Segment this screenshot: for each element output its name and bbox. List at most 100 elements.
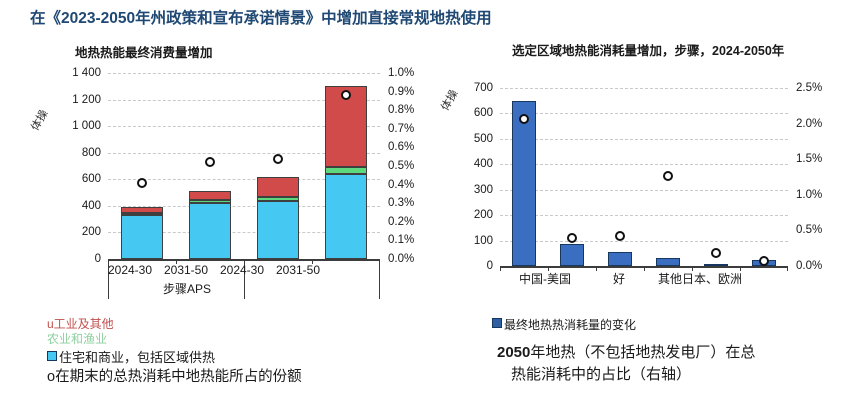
- x-axis-tick: [500, 266, 501, 271]
- legend-final-heat-label: 最终地热热消耗量的变化: [504, 318, 637, 332]
- bar-segment: [121, 212, 163, 216]
- x-axis-tick: [312, 259, 313, 264]
- gridline: [108, 152, 380, 154]
- blue-square-bullet-icon: [492, 318, 502, 328]
- share-marker: [273, 153, 283, 164]
- bar-segment: [189, 199, 231, 204]
- share-marker: [137, 177, 147, 188]
- y-axis-tick-label: 700: [473, 82, 493, 94]
- bar-segment: [257, 200, 299, 259]
- bar-segment: [121, 215, 163, 259]
- scenario-group-label: 步骤APS: [162, 282, 211, 296]
- left-chart-y-axis-label: 体操: [29, 107, 51, 134]
- bar-segment: [189, 203, 231, 259]
- y-axis-tick-label: 1 000: [72, 120, 101, 133]
- y-axis-tick-label: 100: [473, 234, 493, 247]
- secondary-y-axis-tick-label: 0.5%: [388, 160, 415, 172]
- gridline: [108, 126, 380, 128]
- share-marker: [711, 248, 721, 259]
- share-marker: [205, 157, 215, 168]
- secondary-y-axis-tick-label: 0.4%: [388, 178, 415, 191]
- secondary-y-axis-tick-label: 0.7%: [388, 122, 415, 135]
- x-axis-tick: [176, 259, 177, 264]
- bar-segment: [257, 176, 299, 198]
- x-axis-tick: [740, 266, 741, 271]
- y-axis-tick-label: 800: [81, 146, 101, 159]
- right-chart-caption: 2050年地热（不包括地热发电厂）在总 热能消耗中的占比（右轴）: [497, 342, 847, 386]
- x-axis-tick: [379, 259, 380, 264]
- secondary-y-axis-tick-label: 0.5%: [796, 224, 823, 237]
- gridline: [500, 164, 788, 166]
- right-chart-title-years: 2024-2050: [712, 44, 772, 58]
- gridline: [108, 205, 380, 207]
- y-axis-tick-label: 300: [473, 183, 493, 196]
- y-axis-tick-label: 0: [94, 253, 101, 265]
- secondary-y-axis-tick-label: 2.0%: [796, 117, 823, 130]
- cyan-square-bullet-icon: [47, 351, 57, 361]
- gridline: [500, 88, 788, 89]
- y-axis-tick-label: 600: [473, 107, 493, 120]
- bar-segment: [189, 191, 231, 200]
- y-axis-tick-label: 400: [473, 158, 493, 171]
- group-separator: [244, 259, 245, 299]
- page-title: 在《2023-2050年州政策和宣布承诺情景》中增加直接常规地热使用: [30, 10, 492, 27]
- y-axis-tick-label: 600: [81, 173, 101, 186]
- gridline: [500, 240, 788, 242]
- bar: [656, 258, 680, 266]
- share-marker: [519, 113, 529, 124]
- bar: [608, 252, 632, 266]
- right-chart-plot-area: 0 100 200 300 400 500 600 700 0.0% 0.5% 1.0% 1.5% 2.…: [474, 82, 822, 272]
- caption-text-line2: 热能消耗中的占比（右轴）: [511, 366, 692, 383]
- right-chart-title-suffix: 年: [771, 44, 785, 58]
- y-axis-tick-label: 400: [81, 199, 101, 212]
- x-axis-tick: [548, 266, 549, 271]
- group-separator: [379, 259, 380, 299]
- gridline: [108, 99, 380, 101]
- y-axis-tick-label: 200: [81, 226, 101, 239]
- left-chart-x-axis-labels: 2024-30 2031-50 2024-30 2031-50: [102, 263, 326, 277]
- x-tick-label: 好: [612, 272, 626, 286]
- gridline: [108, 232, 380, 234]
- x-axis-tick: [787, 266, 788, 271]
- y-axis-tick-label: 500: [473, 132, 493, 145]
- secondary-y-axis-tick-label: 0.3%: [388, 197, 415, 210]
- legend-agriculture-fisheries: 农业和渔业: [47, 332, 108, 346]
- bar: [560, 244, 584, 266]
- x-axis-tick: [108, 259, 109, 264]
- right-chart-title-text: 选定区域地热能消耗量增加，步骤，: [512, 44, 713, 58]
- group-separator: [108, 259, 109, 299]
- bar-segment: [121, 207, 163, 213]
- gridline: [500, 189, 788, 191]
- x-tick-label: 2024-30: [219, 263, 265, 277]
- left-chart-title: 地热热能最终消费量增加: [75, 46, 213, 60]
- secondary-y-axis-tick-label: 0.8%: [388, 104, 415, 117]
- legend-industry-and-other: u工业及其他: [47, 317, 114, 331]
- x-tick-label: 2031-50: [163, 263, 209, 277]
- x-tick-label: 2031-50: [275, 263, 321, 277]
- secondary-y-axis-tick-label: 2.5%: [796, 82, 823, 94]
- secondary-y-axis-tick-label: 1.0%: [796, 188, 823, 201]
- share-marker: [615, 231, 625, 242]
- legend-final-heat-change: 最终地热热消耗量的变化: [492, 316, 636, 333]
- secondary-y-axis-tick-label: 0.0%: [796, 260, 823, 272]
- y-axis-tick-label: 1 200: [72, 93, 101, 106]
- share-marker: [341, 90, 351, 101]
- secondary-y-axis-tick-label: 0.6%: [388, 141, 415, 154]
- secondary-y-axis-tick-label: 0.2%: [388, 215, 415, 228]
- share-marker: [663, 171, 673, 182]
- legend-share-marker: o在期末的总热消耗中地热能所占的份额: [47, 369, 302, 385]
- x-tick-label: 2024-30: [107, 263, 153, 277]
- x-axis-tick: [644, 266, 645, 271]
- bar-segment: [257, 197, 299, 201]
- gridline: [108, 73, 380, 74]
- gridline: [108, 179, 380, 181]
- legend-residential-label: 住宅和商业，包括区域供热: [59, 350, 216, 365]
- gridline: [500, 215, 788, 217]
- bar: [512, 100, 536, 266]
- x-axis-tick: [244, 259, 245, 264]
- gridline: [500, 113, 788, 115]
- share-marker: [567, 232, 577, 243]
- x-axis-tick: [596, 266, 597, 271]
